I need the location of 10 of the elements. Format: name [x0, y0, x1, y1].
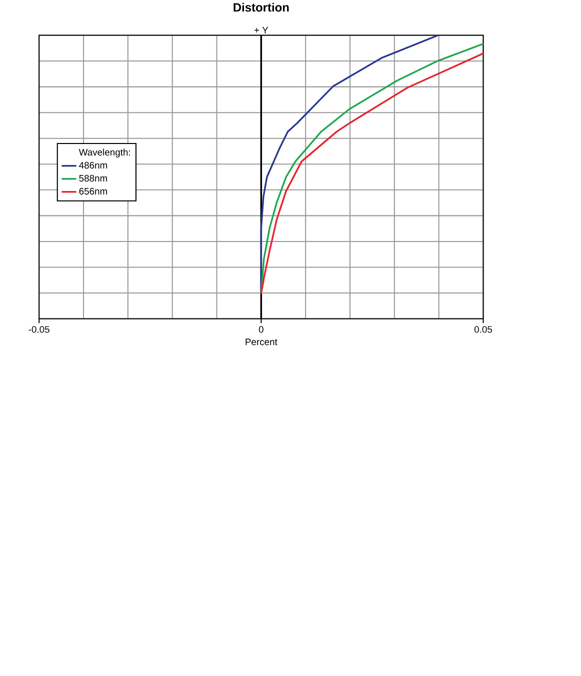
chart-title: Distortion: [234, 2, 289, 12]
legend-title: Wavelength:: [79, 148, 130, 158]
x-tick-label: -0.05: [28, 326, 50, 333]
y-axis-title: + Y: [254, 26, 268, 34]
legend-label: 588nm: [79, 174, 108, 182]
x-tick-label: 0.05: [474, 326, 492, 333]
x-tick-label: 0: [259, 326, 264, 333]
legend-label: 656nm: [79, 188, 108, 195]
x-axis-title: Percent: [246, 338, 278, 346]
legend-label: 486nm: [79, 162, 108, 169]
